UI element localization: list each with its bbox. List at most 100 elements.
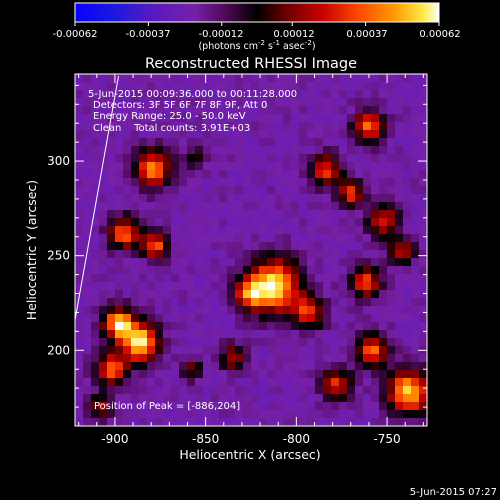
heatmap-cell — [371, 354, 380, 363]
heatmap-cell — [347, 242, 356, 251]
heatmap-cell — [163, 162, 172, 171]
heatmap-cell — [307, 106, 316, 115]
heatmap-cell — [123, 98, 132, 107]
heatmap-cell — [187, 186, 196, 195]
heatmap-cell — [299, 386, 308, 395]
heatmap-cell — [107, 418, 116, 426]
heatmap-cell — [267, 90, 276, 99]
heatmap-cell — [115, 186, 124, 195]
heatmap-cell — [315, 274, 324, 283]
heatmap-cell — [419, 106, 427, 115]
heatmap-cell — [163, 338, 172, 347]
heatmap-cell — [339, 122, 348, 131]
heatmap-cell — [131, 338, 140, 347]
heatmap-cell — [219, 386, 228, 395]
heatmap-cell — [323, 362, 332, 371]
heatmap-cell — [419, 250, 427, 259]
heatmap-cell — [107, 330, 116, 339]
heatmap-cell — [315, 226, 324, 235]
heatmap-cell — [283, 154, 292, 163]
heatmap-cell — [195, 330, 204, 339]
heatmap-cell — [155, 106, 164, 115]
heatmap-cell — [243, 314, 252, 323]
heatmap-cell — [171, 258, 180, 267]
heatmap-cell — [339, 170, 348, 179]
heatmap-cell — [211, 154, 220, 163]
heatmap-cell — [315, 386, 324, 395]
heatmap-cell — [267, 394, 276, 403]
heatmap-cell — [251, 242, 260, 251]
heatmap-cell — [195, 98, 204, 107]
heatmap-cell — [107, 74, 116, 83]
heatmap-cell — [155, 242, 164, 251]
heatmap-cell — [355, 322, 364, 331]
heatmap-cell — [395, 90, 404, 99]
heatmap-cell — [371, 402, 380, 411]
heatmap-cell — [75, 314, 84, 323]
heatmap-cell — [211, 194, 220, 203]
heatmap-cell — [219, 170, 228, 179]
heatmap-cell — [179, 354, 188, 363]
heatmap-cell — [283, 162, 292, 171]
heatmap-cell — [379, 130, 388, 139]
heatmap-cell — [315, 106, 324, 115]
heatmap-cell — [339, 162, 348, 171]
heatmap-cell — [227, 202, 236, 211]
chart-title: Reconstructed RHESSI Image — [145, 56, 357, 72]
heatmap-cell — [323, 98, 332, 107]
heatmap-cell — [99, 362, 108, 371]
heatmap-cell — [323, 146, 332, 155]
heatmap-cell — [163, 130, 172, 139]
heatmap-cell — [179, 274, 188, 283]
heatmap-cell — [235, 154, 244, 163]
heatmap-cell — [307, 402, 316, 411]
heatmap-cell — [219, 138, 228, 147]
heatmap-cell — [395, 386, 404, 395]
heatmap-cell — [243, 330, 252, 339]
heatmap-cell — [147, 330, 156, 339]
heatmap-cell — [251, 402, 260, 411]
heatmap-cell — [115, 274, 124, 283]
heatmap-cell — [371, 410, 380, 419]
colorbar-tick-label-2: -0.00037 — [126, 29, 171, 40]
heatmap-cell — [131, 170, 140, 179]
heatmap-cell — [363, 250, 372, 259]
heatmap-cell — [307, 154, 316, 163]
heatmap-cell — [195, 378, 204, 387]
heatmap-cell — [131, 130, 140, 139]
heatmap-cell — [403, 250, 412, 259]
heatmap-cell — [131, 410, 140, 419]
heatmap-cell — [147, 258, 156, 267]
plot-frame — [74, 73, 428, 427]
heatmap-cell — [315, 282, 324, 291]
heatmap-cell — [75, 386, 84, 395]
heatmap-cell — [203, 306, 212, 315]
heatmap-cell — [211, 306, 220, 315]
colorbar-tick-label-3: -0.00012 — [199, 29, 244, 40]
heatmap-cell — [299, 330, 308, 339]
heatmap-cell — [283, 122, 292, 131]
heatmap-cell — [251, 138, 260, 147]
heatmap-cell — [91, 90, 100, 99]
heatmap-cell — [283, 314, 292, 323]
heatmap-cell — [211, 274, 220, 283]
heatmap-cell — [395, 370, 404, 379]
heatmap-cell — [267, 322, 276, 331]
heatmap-cell — [187, 394, 196, 403]
heatmap-cell — [387, 354, 396, 363]
heatmap-cell — [411, 154, 420, 163]
heatmap-cell — [355, 130, 364, 139]
heatmap-cell — [139, 418, 148, 426]
heatmap-cell — [83, 194, 92, 203]
heatmap-cell — [171, 306, 180, 315]
heatmap-cell — [387, 186, 396, 195]
heatmap-cell — [307, 74, 316, 83]
heatmap-cell — [147, 266, 156, 275]
heatmap-cell — [187, 410, 196, 419]
heatmap-cell — [195, 130, 204, 139]
heatmap-cell — [371, 114, 380, 123]
heatmap-cell — [395, 210, 404, 219]
heatmap-cell — [275, 82, 284, 91]
heatmap-cell — [291, 386, 300, 395]
heatmap-cell — [195, 106, 204, 115]
